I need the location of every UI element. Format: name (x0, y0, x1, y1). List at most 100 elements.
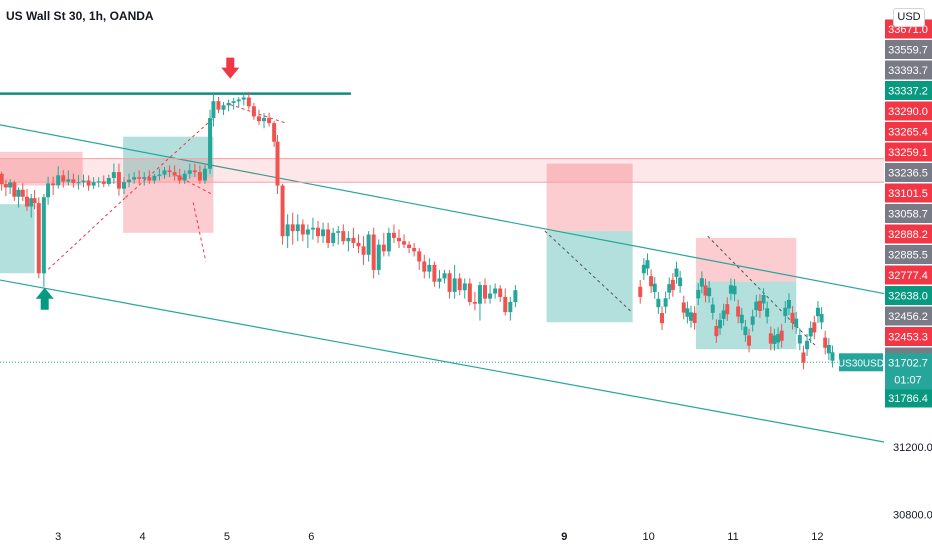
candle-body (331, 232, 336, 243)
price-label: 32885.5 (888, 250, 928, 262)
candle-down (768, 326, 773, 351)
candle-up (241, 92, 246, 106)
candle-body (681, 302, 686, 313)
candle-body (794, 318, 799, 328)
candle-down (812, 315, 817, 340)
candle-body (641, 264, 646, 274)
price-label: 33290.0 (888, 106, 928, 118)
candle-up (656, 292, 661, 314)
candle-down (396, 229, 401, 249)
currency-selector[interactable]: USD (893, 8, 925, 27)
candle-body (422, 261, 427, 272)
candle-body (757, 300, 762, 312)
candle-body (381, 244, 386, 252)
candle-body (477, 285, 482, 304)
candle-down (71, 173, 76, 188)
candle-body (61, 175, 66, 182)
price-label-bg (885, 224, 932, 244)
candle-body (300, 224, 305, 235)
candle-body (472, 301, 477, 304)
candle-down (412, 242, 417, 257)
candle-up (386, 227, 391, 257)
candle-body (280, 185, 285, 237)
candle-down (216, 97, 221, 114)
price-label: 33671.0 (888, 24, 928, 36)
symbol-title[interactable]: US Wall St 30, 1h, OANDA (6, 9, 154, 23)
candle-body (192, 170, 197, 173)
candle-up (182, 170, 187, 184)
candle-body (467, 283, 472, 302)
candle-body (652, 283, 657, 293)
candle-body (736, 306, 741, 317)
candle-down (371, 227, 376, 279)
candle-body (725, 304, 730, 315)
candle-body (172, 172, 177, 176)
candle-body (3, 184, 8, 188)
x-tick-label: 3 (55, 531, 61, 543)
candle-up (794, 311, 799, 334)
sell-arrow-icon (221, 57, 240, 79)
candle-down (246, 91, 251, 110)
candle-up (76, 175, 81, 190)
candle-body (765, 308, 770, 317)
candle-body (316, 227, 321, 237)
candle-up (826, 338, 831, 361)
candle-body (776, 334, 781, 343)
candle-down (725, 297, 730, 322)
candle-body (743, 326, 748, 336)
candle-down (503, 288, 508, 316)
candle-body (197, 172, 202, 181)
candle-up (685, 301, 690, 324)
candle-down (3, 179, 8, 197)
candle-body (295, 224, 300, 232)
candle-body (285, 224, 290, 237)
candle-down (407, 241, 412, 254)
price-axis[interactable]: 32000.031200.030800.033671.033559.733393… (838, 0, 932, 550)
candle-body (797, 335, 802, 344)
candle-body (812, 322, 817, 333)
candle-body (718, 319, 723, 329)
candle-body (41, 197, 46, 274)
candle-up (508, 296, 513, 321)
candle-body (402, 241, 407, 245)
x-tick-label: 5 (224, 531, 230, 543)
candle-up (231, 97, 236, 110)
candle-body (488, 293, 493, 299)
candle-down (326, 222, 331, 249)
candle-up (707, 281, 712, 303)
candle-body (728, 285, 733, 294)
candle-body (236, 99, 241, 102)
channel-upper-line (0, 124, 885, 295)
bar-countdown: 01:07 (894, 374, 922, 386)
price-label: 33058.7 (888, 209, 928, 221)
candle-body (216, 101, 221, 110)
price-label-bg (885, 245, 932, 264)
candle-body (396, 237, 401, 242)
candle-body (498, 288, 503, 297)
candle-up (493, 283, 498, 299)
candle-up (46, 176, 51, 205)
candle-down (823, 330, 828, 355)
candle-up (805, 334, 810, 356)
candle-body (747, 335, 752, 346)
candle-body (826, 344, 831, 354)
candle-body (667, 284, 672, 293)
time-axis[interactable]: 3 4 5 6 9 10 11 12 (55, 531, 823, 543)
candle-body (412, 248, 417, 252)
candle-up (663, 291, 668, 314)
candle-up (366, 231, 371, 262)
candle-body (699, 278, 704, 287)
candle-down (457, 273, 462, 296)
stop-zone (695, 237, 797, 282)
candle-up (819, 307, 824, 330)
candle-body (152, 175, 157, 181)
candle-body (503, 296, 508, 313)
candle-up (152, 173, 157, 184)
candle-body (768, 333, 773, 344)
candle-up (797, 328, 802, 351)
candle-body (754, 301, 759, 311)
price-label-bg (885, 183, 932, 203)
projection-line (125, 117, 214, 198)
candle-down (422, 254, 427, 279)
